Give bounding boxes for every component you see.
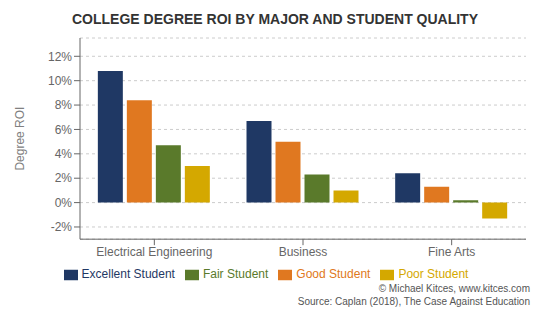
html-text:© Michael Kitces, www.kitces.c: © Michael Kitces, www.kitces.com	[378, 283, 530, 294]
svg-text:4%: 4%	[55, 147, 73, 161]
html-text:COLLEGE DEGREE ROI BY MAJOR AN: COLLEGE DEGREE ROI BY MAJOR AND STUDENT …	[72, 11, 478, 27]
svg-text:Electrical Engineering: Electrical Engineering	[96, 245, 212, 259]
svg-text:6%: 6%	[55, 123, 73, 137]
svg-text:10%: 10%	[48, 74, 72, 88]
svg-text:Degree ROI: Degree ROI	[13, 107, 27, 171]
svg-text:Business: Business	[279, 245, 328, 259]
html-text:Poor Student: Poor Student	[398, 267, 469, 282]
svg-text:0%: 0%	[55, 196, 73, 210]
svg-text:8%: 8%	[55, 98, 73, 112]
html-text:Good Student: Good Student	[296, 267, 371, 282]
svg-text:12%: 12%	[48, 50, 72, 64]
svg-text:2%: 2%	[55, 171, 73, 185]
html-text:Fair Student: Fair Student	[203, 267, 269, 282]
svg-text:Fine Arts: Fine Arts	[428, 245, 475, 259]
svg-text:-2%: -2%	[51, 220, 73, 234]
html-text:Source: Caplan (2018), The Cas: Source: Caplan (2018), The Case Against …	[297, 296, 530, 307]
html-text:Excellent Student: Excellent Student	[81, 267, 175, 282]
